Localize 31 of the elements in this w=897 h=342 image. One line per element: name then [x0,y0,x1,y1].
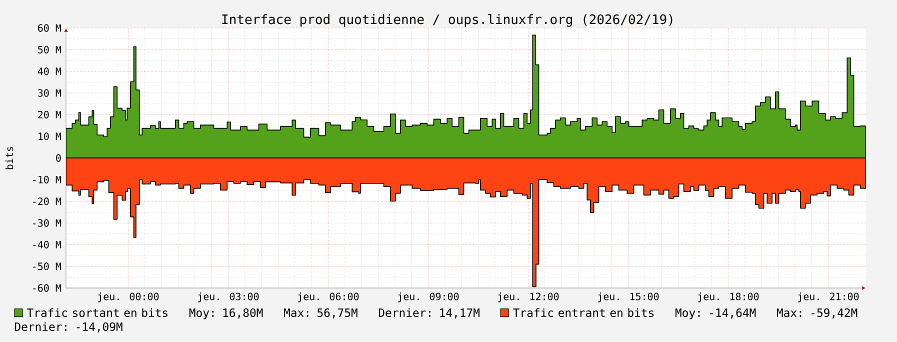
chart-title: Interface prod quotidienne / oups.linuxfr.org (2026/02/19) [222,14,672,27]
y-axis-title: bits [5,146,14,170]
x-tick-label: jeu. 06:00 [298,292,359,302]
y-tick-label: 60 M [38,24,62,32]
text: Moy: 16,80M [189,308,263,320]
y-tick-label: -40 M [33,240,62,248]
text: Max: 56,75M [284,308,358,318]
y-tick-label: 0 [56,154,61,162]
x-tick-label: jeu. 12:00 [498,292,559,302]
y-tick-label: -60 M [33,284,62,292]
y-tick-label: -30 M [33,219,62,227]
x-tick-label: jeu. 03:00 [198,292,259,302]
x-tick-label: jeu. 00:00 [98,292,159,302]
text: Dernier: -14,09M [14,322,122,332]
y-tick-label: 30 M [38,89,62,97]
y-tick-label: 20 M [38,110,62,118]
legend-label: Trafic sortant en bits [27,308,168,318]
text: Moy: -14,64M [675,308,756,320]
y-tick-label: 40 M [38,68,62,76]
y-tick-label: -50 M [33,262,62,270]
y-tick-label: 10 M [38,132,62,140]
x-tick-label: jeu. 18:00 [698,292,759,302]
x-tick-label: jeu. 21:00 [798,292,859,302]
y-tick-label: -20 M [33,198,62,206]
x-tick-label: jeu. 09:00 [398,292,459,302]
text: Dernier: 14,17M [378,308,480,318]
text: Max: -59,42M [776,308,858,318]
y-tick-label: 50 M [38,46,62,54]
y-tick-label: -10 M [33,176,62,184]
legend-label: Trafic entrant en bits [513,308,654,318]
x-tick-label: jeu. 15:00 [598,292,659,302]
